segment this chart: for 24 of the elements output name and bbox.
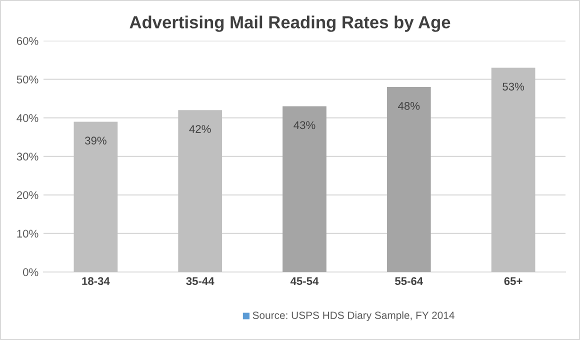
bar — [386, 87, 431, 272]
x-tick-label: 45-54 — [290, 277, 319, 286]
data-label: 43% — [294, 121, 316, 130]
y-tick-label: 40% — [16, 114, 38, 122]
y-tick-label: 30% — [16, 152, 38, 161]
bar — [74, 122, 118, 272]
x-tick-label: 18-34 — [82, 277, 110, 286]
x-tick-label: 35-44 — [186, 277, 214, 286]
y-tick-label: 10% — [17, 230, 38, 238]
bar — [282, 106, 326, 272]
bar — [178, 110, 222, 272]
y-tick-label: 50% — [16, 76, 38, 84]
y-tick-label: 60% — [16, 37, 38, 45]
y-tick-label: 0% — [23, 268, 38, 276]
data-label: 48% — [398, 102, 420, 110]
data-label: 39% — [85, 136, 106, 145]
data-label: 53% — [502, 82, 524, 91]
source-note: Source: USPS HDS Diary Sample, FY 2014 — [252, 311, 454, 322]
chart-title: Advertising Mail Reading Rates by Age — [130, 16, 450, 32]
data-label: 42% — [189, 125, 211, 133]
x-tick-label: 65+ — [504, 277, 522, 286]
x-tick-label: 55-64 — [395, 277, 424, 286]
bar — [491, 68, 536, 272]
y-tick-label: 20% — [16, 191, 38, 200]
